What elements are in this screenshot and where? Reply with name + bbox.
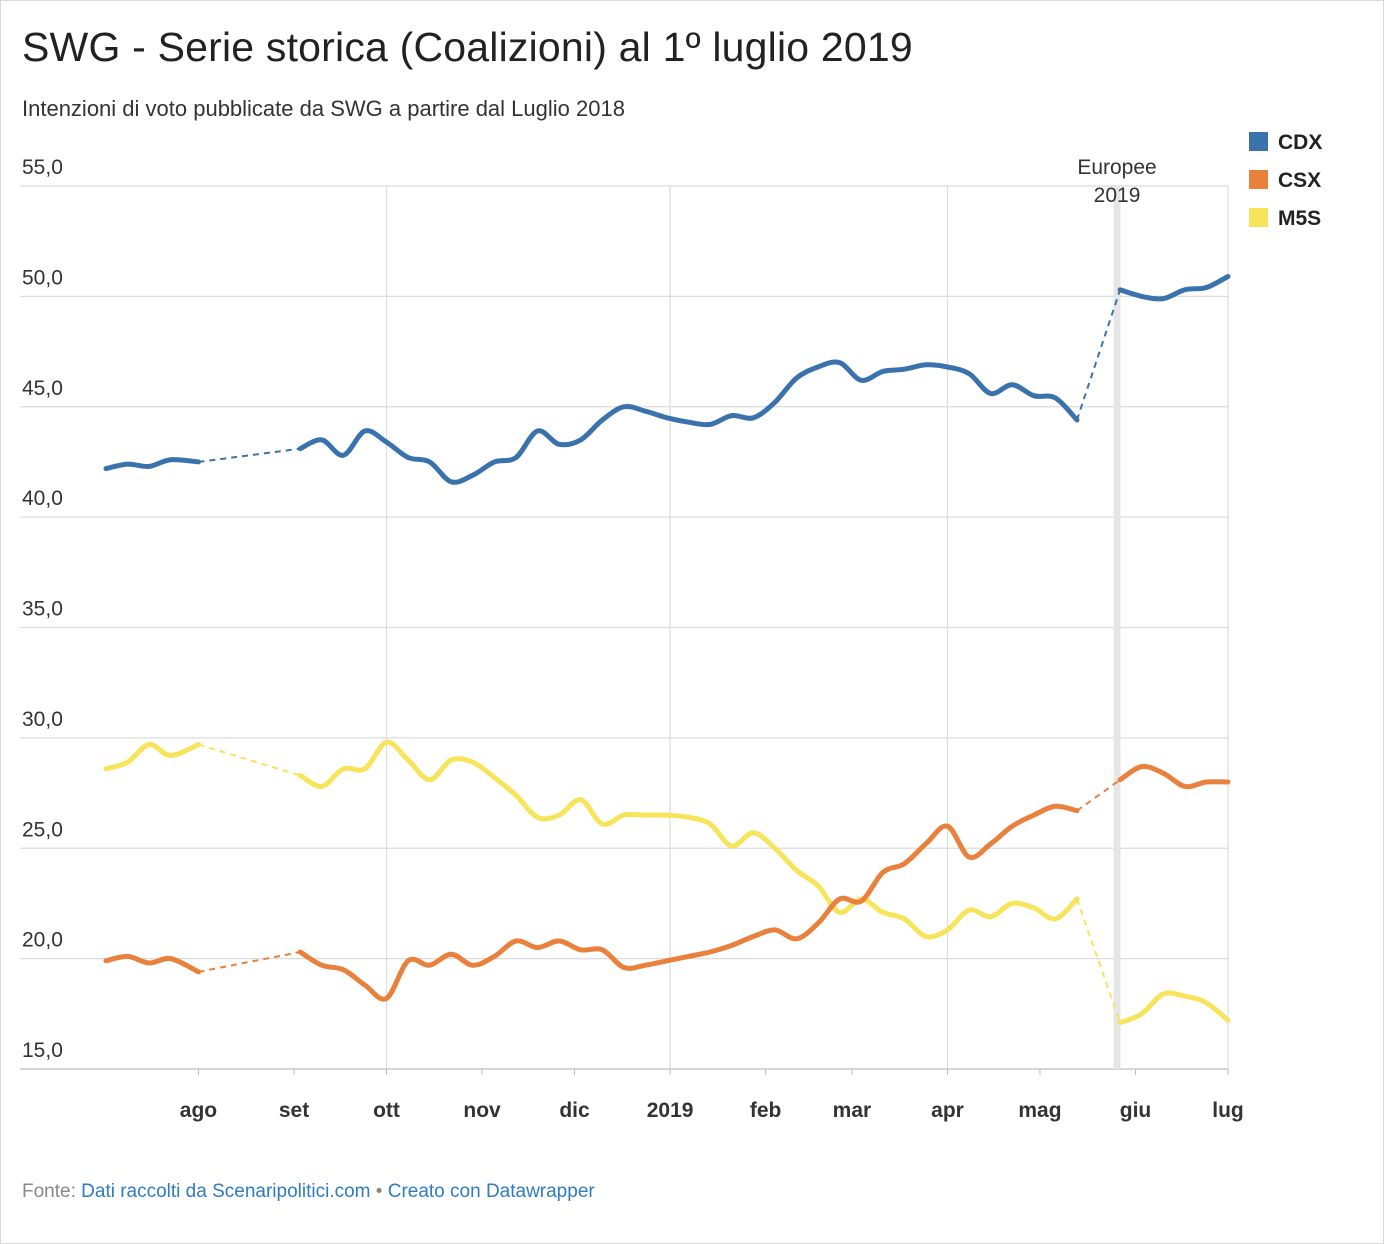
y-tick-label: 55,0 [22,156,63,179]
x-tick-label: ago [180,1099,217,1122]
x-tick-label: ott [373,1099,400,1122]
legend-swatch-m5s [1249,208,1268,227]
series-gap-cdx [198,447,301,463]
datawrapper-link[interactable]: Creato con Datawrapper [387,1181,595,1202]
x-tick-label: set [279,1099,309,1122]
annotation-label: 2019 [1094,184,1141,207]
x-tick-label: mag [1018,1099,1061,1122]
series-line-cdx [297,359,1080,485]
series-line-cdx [103,457,201,472]
series-line-m5s [103,742,201,772]
y-tick-label: 25,0 [22,818,63,841]
legend-label-m5s: M5S [1278,207,1321,230]
y-tick-label: 20,0 [22,929,63,952]
chart-footer: Fonte: Dati raccolti da Scenaripolitici.… [22,1181,595,1203]
source-link[interactable]: Dati raccolti da Scenaripolitici.com [81,1181,371,1202]
source-prefix: Fonte: [22,1181,76,1202]
series-line-csx [1117,763,1231,790]
x-tick-label: feb [750,1099,782,1122]
y-tick-label: 30,0 [22,708,63,731]
series-line-csx [297,803,1080,1002]
series-gap-cdx [1076,289,1122,421]
gridlines [20,185,1229,1075]
annotation-europee: Europee 2019 [1077,156,1157,1069]
series-line-m5s [1117,990,1231,1026]
annotation-label: Europee [1077,156,1156,179]
x-tick-label: giu [1120,1099,1152,1122]
x-tick-label: 2019 [647,1099,694,1122]
series-line-cdx [1117,274,1231,302]
y-tick-label: 45,0 [22,377,63,400]
y-tick-label: 40,0 [22,487,63,510]
x-tick-label: mar [833,1099,872,1122]
legend-swatch-csx [1249,170,1268,189]
legend: CDX CSX M5S [1249,131,1322,230]
footer-separator: • [375,1181,383,1202]
series-gap-m5s [198,743,301,777]
chart-subtitle: Intenzioni di voto pubblicate da SWG a p… [22,96,625,121]
legend-swatch-cdx [1249,132,1268,151]
x-tick-label: nov [463,1099,501,1122]
x-tick-label: apr [931,1099,964,1122]
series-gap-csx [1076,779,1121,812]
legend-label-csx: CSX [1278,169,1321,192]
series-gap-csx [198,951,301,973]
y-tick-label: 15,0 [22,1039,63,1062]
series-line-csx [103,953,201,975]
chart-title: SWG - Serie storica (Coalizioni) al 1º l… [22,24,913,70]
y-tick-label: 50,0 [22,266,63,289]
legend-label-cdx: CDX [1278,131,1322,154]
y-tick-label: 35,0 [22,598,63,621]
series-line-m5s [297,739,1080,940]
series-lines [103,274,1231,1026]
x-tick-label: dic [559,1099,590,1122]
axis-labels: 55,0 50,0 45,0 40,0 35,0 30,0 25,0 20,0 15,0 ago s… [22,156,1244,1122]
x-tick-label: lug [1212,1099,1244,1122]
